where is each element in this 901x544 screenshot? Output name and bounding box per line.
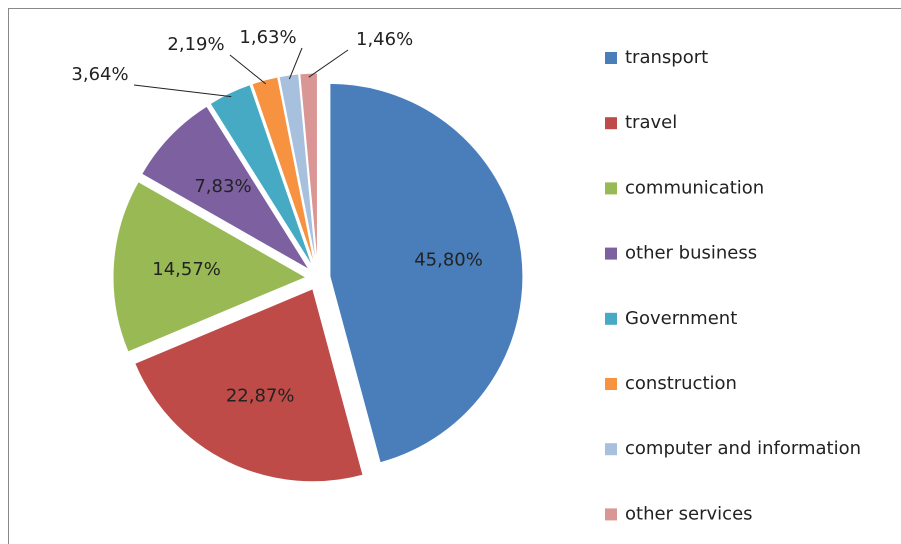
legend-swatch (605, 247, 617, 260)
leader-line (133, 84, 232, 98)
legend-label: Government (625, 308, 737, 329)
pie-slice (140, 105, 310, 271)
data-label: 1,46% (356, 29, 413, 50)
data-label: 1,63% (239, 27, 296, 48)
legend-swatch (605, 182, 617, 195)
data-label: 22,87% (226, 385, 295, 406)
pie-slice (329, 82, 524, 464)
legend-swatch (605, 443, 617, 456)
legend-label: computer and information (625, 438, 861, 459)
data-label: 45,80% (414, 250, 483, 271)
legend-label: other business (625, 243, 757, 264)
data-label: 2,19% (167, 34, 224, 55)
legend-swatch (605, 117, 617, 130)
leader-line (229, 54, 267, 85)
pie-slice (278, 73, 317, 267)
pie-slice (134, 288, 364, 483)
leader-line (308, 49, 349, 78)
leader-line (288, 47, 303, 80)
legend-swatch (605, 52, 617, 64)
legend-swatch (605, 508, 617, 521)
data-label: 7,83% (194, 176, 251, 197)
pie-slice (112, 180, 308, 353)
legend-label: other services (625, 503, 753, 524)
data-label: 14,57% (152, 259, 221, 280)
pie-slice (251, 76, 316, 267)
pie-slice (209, 84, 314, 268)
legend-label: transport (625, 47, 708, 68)
data-label: 3,64% (71, 64, 128, 85)
legend-swatch (605, 378, 617, 390)
legend-label: communication (625, 177, 764, 198)
pie-slice (299, 72, 318, 267)
legend-swatch (605, 312, 617, 325)
legend-label: travel (625, 112, 677, 133)
legend-label: construction (625, 373, 737, 394)
